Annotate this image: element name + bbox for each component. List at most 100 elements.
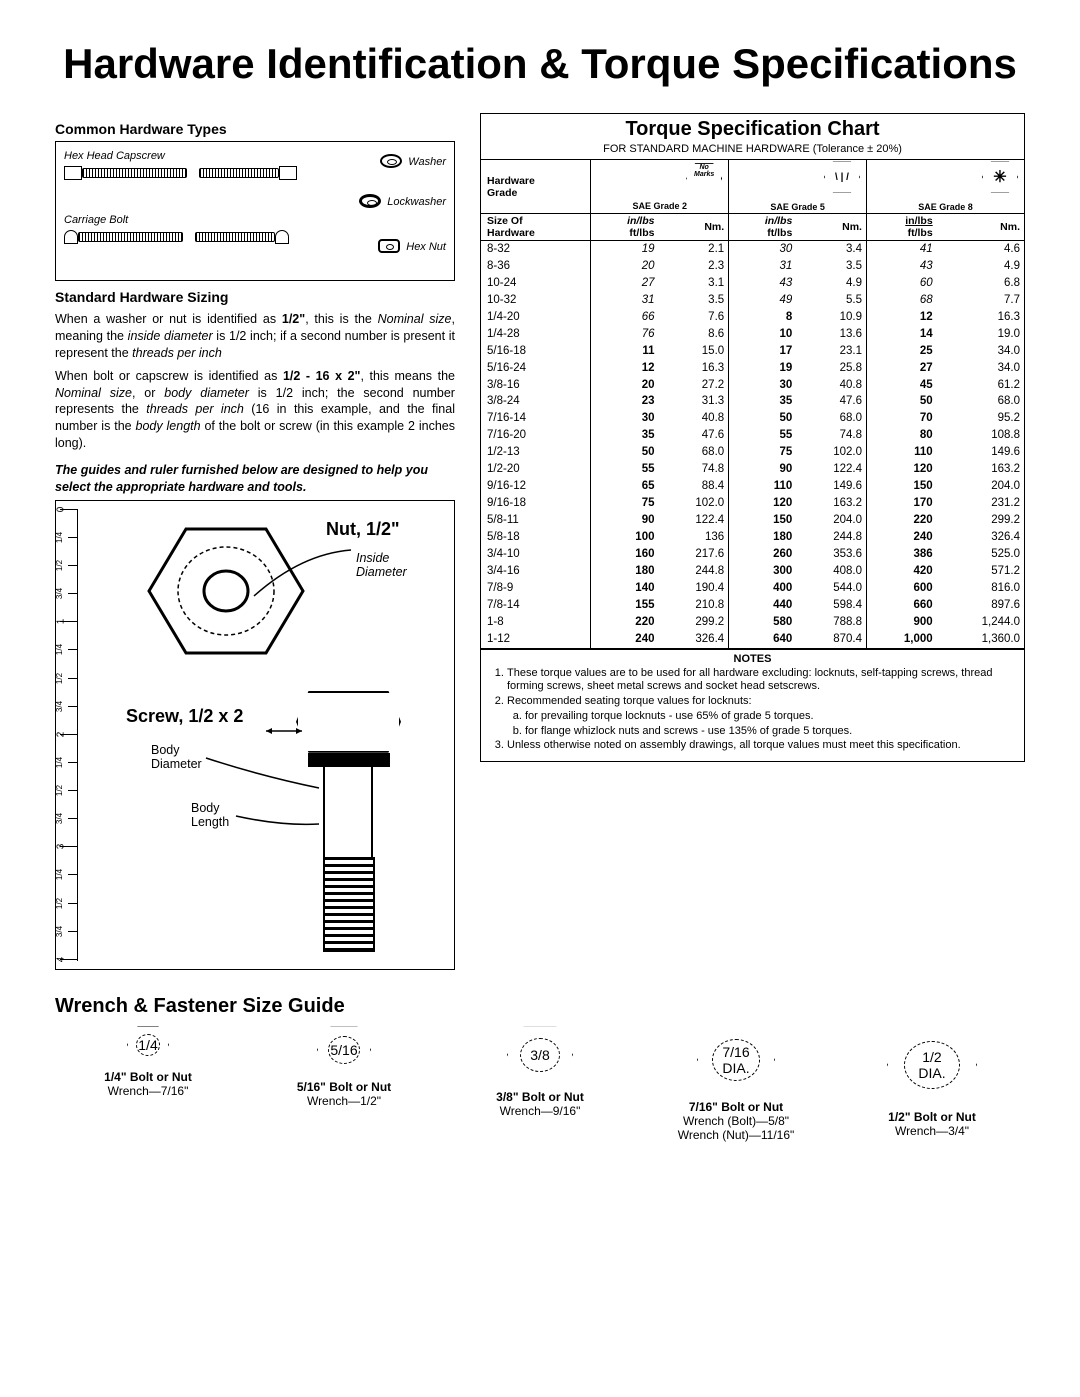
table-row: 1/2-135068.075102.0110149.6 — [481, 444, 1024, 461]
common-hw-types-head: Common Hardware Types — [55, 121, 455, 137]
std-sizing-head: Standard Hardware Sizing — [55, 289, 455, 305]
unit-header: Nm. — [658, 214, 728, 241]
wrench-size-label: Wrench (Bolt)—5/8" — [643, 1114, 829, 1128]
round-head-icon — [64, 230, 78, 244]
wrench-size-label: Wrench—3/4" — [839, 1124, 1025, 1138]
body-diameter-label: Body Diameter — [151, 743, 202, 771]
table-row: 1/4-28768.61013.61419.0 — [481, 326, 1024, 343]
hexnut-icon — [378, 239, 400, 253]
note-item: These torque values are to be used for a… — [507, 667, 1016, 695]
screw-threads-icon — [323, 857, 375, 952]
table-row: 8-32192.1303.4414.6 — [481, 241, 1024, 258]
note-item: Unless otherwise noted on assembly drawi… — [507, 739, 1016, 753]
table-row: 10-32313.5495.5687.7 — [481, 292, 1024, 309]
table-row: 7/8-9140190.4400544.0600816.0 — [481, 580, 1024, 597]
table-row: 8-36202.3313.5434.9 — [481, 258, 1024, 275]
table-row: 3/4-10160217.6260353.6386525.0 — [481, 546, 1024, 563]
chart-subtitle: FOR STANDARD MACHINE HARDWARE (Tolerance… — [481, 143, 1024, 155]
torque-chart: Torque Specification Chart FOR STANDARD … — [480, 113, 1025, 762]
wrench-bolt-label: 1/4" Bolt or Nut — [55, 1070, 241, 1084]
table-row: 3/4-16180244.8300408.0420571.2 — [481, 563, 1024, 580]
sizing-para-2: When bolt or capscrew is identified as 1… — [55, 368, 455, 452]
table-row: 7/8-14155210.8440598.4660897.6 — [481, 597, 1024, 614]
hexnut-label: Hex Nut — [406, 241, 446, 253]
unit-header: Nm. — [796, 214, 866, 241]
table-row: 5/8-18100136180244.8240326.4 — [481, 529, 1024, 546]
wrench-guide-section: Wrench & Fastener Size Guide 1/4 1/4" Bol… — [55, 995, 1025, 1142]
unit-header: in/lbsft/lbs — [591, 214, 659, 241]
wrench-hex-icon: 3/8 — [507, 1026, 573, 1084]
wrench-guide-item: 1/2 DIA. 1/2" Bolt or NutWrench—3/4" — [839, 1026, 1025, 1138]
grade-2-label: SAE Grade 2 — [595, 201, 724, 211]
guide-note: The guides and ruler furnished below are… — [55, 462, 455, 496]
wrench-size-label: Wrench—7/16" — [55, 1084, 241, 1098]
table-row: 7/16-203547.65574.880108.8 — [481, 427, 1024, 444]
screw-body-icon — [195, 232, 275, 242]
wrench-guide-item: 7/16 DIA. 7/16" Bolt or NutWrench (Bolt)—… — [643, 1026, 829, 1142]
page-title: Hardware Identification & Torque Specifi… — [55, 40, 1025, 88]
washer-label: Washer — [408, 156, 446, 168]
grade-5-label: SAE Grade 5 — [733, 202, 862, 212]
inside-diameter-label: Inside Diameter — [356, 551, 407, 579]
table-row: 9/16-1875102.0120163.2170231.2 — [481, 495, 1024, 512]
hex-capscrew-label: Hex Head Capscrew — [64, 150, 165, 162]
wrench-guide-item: 1/4 1/4" Bolt or NutWrench—7/16" — [55, 1026, 241, 1098]
table-row: 1/4-20667.6810.91216.3 — [481, 309, 1024, 326]
dim-arrow-icon — [264, 725, 304, 737]
hw-grade-header: Hardware Grade — [481, 160, 591, 214]
wrench-hex-icon: 1/4 — [127, 1026, 169, 1064]
carriage-bolt-label: Carriage Bolt — [64, 214, 128, 226]
torque-table: Hardware Grade No Marks SAE Grade 2 \ | … — [481, 159, 1024, 649]
wrench-hex-icon: 5/16 — [317, 1026, 371, 1074]
callout-line-icon — [201, 726, 331, 846]
wrench-bolt-label: 3/8" Bolt or Nut — [447, 1090, 633, 1104]
sizing-para-1: When a washer or nut is identified as 1/… — [55, 311, 455, 362]
size-header: Size Of Hardware — [481, 214, 591, 241]
screw-body-icon — [199, 168, 279, 178]
wrench-bolt-label: 5/16" Bolt or Nut — [251, 1080, 437, 1094]
unit-header: in/lbsft/lbs — [866, 214, 936, 241]
table-row: 10-24273.1434.9606.8 — [481, 275, 1024, 292]
wrench-guide-item: 3/8 3/8" Bolt or NutWrench—9/16" — [447, 1026, 633, 1118]
table-row: 1-12240326.4640870.41,0001,360.0 — [481, 631, 1024, 648]
hex-head-icon — [64, 166, 82, 180]
wrench-bolt-label: 1/2" Bolt or Nut — [839, 1110, 1025, 1124]
grade-2-icon: No Marks — [684, 163, 724, 201]
table-row: 5/8-1190122.4150204.0220299.2 — [481, 512, 1024, 529]
lockwasher-icon — [359, 194, 381, 208]
wrench-guide-title: Wrench & Fastener Size Guide — [55, 995, 1025, 1018]
wrench-size-label: Wrench—1/2" — [251, 1094, 437, 1108]
wrench-size-label: Wrench (Nut)—11/16" — [643, 1128, 829, 1142]
unit-header: in/lbsft/lbs — [729, 214, 797, 241]
table-row: 3/8-162027.23040.84561.2 — [481, 377, 1024, 394]
grade-8-icon: ✳ — [980, 161, 1020, 199]
wrench-size-label: Wrench—9/16" — [447, 1104, 633, 1118]
wrench-guide-item: 5/16 5/16" Bolt or NutWrench—1/2" — [251, 1026, 437, 1108]
wrench-hex-icon: 7/16 DIA. — [697, 1026, 775, 1094]
nut-title-label: Nut, 1/2" — [326, 519, 400, 540]
hw-types-diagram: Hex Head Capscrew Carriage Bolt Washer L… — [55, 141, 455, 281]
note-subitem: for flange whizlock nuts and screws - us… — [525, 725, 1016, 739]
table-row: 3/8-242331.33547.65068.0 — [481, 393, 1024, 410]
grade-8-label: SAE Grade 8 — [871, 202, 1020, 212]
wrench-bolt-label: 7/16" Bolt or Nut — [643, 1100, 829, 1114]
screw-title-label: Screw, 1/2 x 2 — [126, 706, 243, 727]
note-subitem: for prevailing torque locknuts - use 65%… — [525, 710, 1016, 724]
notes-header: NOTES — [481, 649, 1024, 665]
table-row: 5/16-241216.31925.82734.0 — [481, 360, 1024, 377]
screw-body-icon — [82, 168, 187, 178]
round-head-icon — [275, 230, 289, 244]
screw-body-icon — [78, 232, 183, 242]
table-row: 1/2-205574.890122.4120163.2 — [481, 461, 1024, 478]
unit-header: Nm. — [937, 214, 1024, 241]
ruler: 01/41/23/411/41/23/421/41/23/431/41/23/4… — [60, 509, 78, 961]
washer-icon — [380, 154, 402, 168]
table-row: 5/16-181115.01723.12534.0 — [481, 343, 1024, 360]
sizing-diagram: 01/41/23/411/41/23/421/41/23/431/41/23/4… — [55, 500, 455, 970]
note-item: Recommended seating torque values for lo… — [507, 695, 1016, 738]
table-row: 1-8220299.2580788.89001,244.0 — [481, 614, 1024, 631]
grade-5-icon: \ | / — [822, 161, 862, 199]
wrench-hex-icon: 1/2 DIA. — [887, 1026, 977, 1104]
notes-body: These torque values are to be used for a… — [481, 667, 1024, 762]
chart-title: Torque Specification Chart — [481, 118, 1024, 141]
